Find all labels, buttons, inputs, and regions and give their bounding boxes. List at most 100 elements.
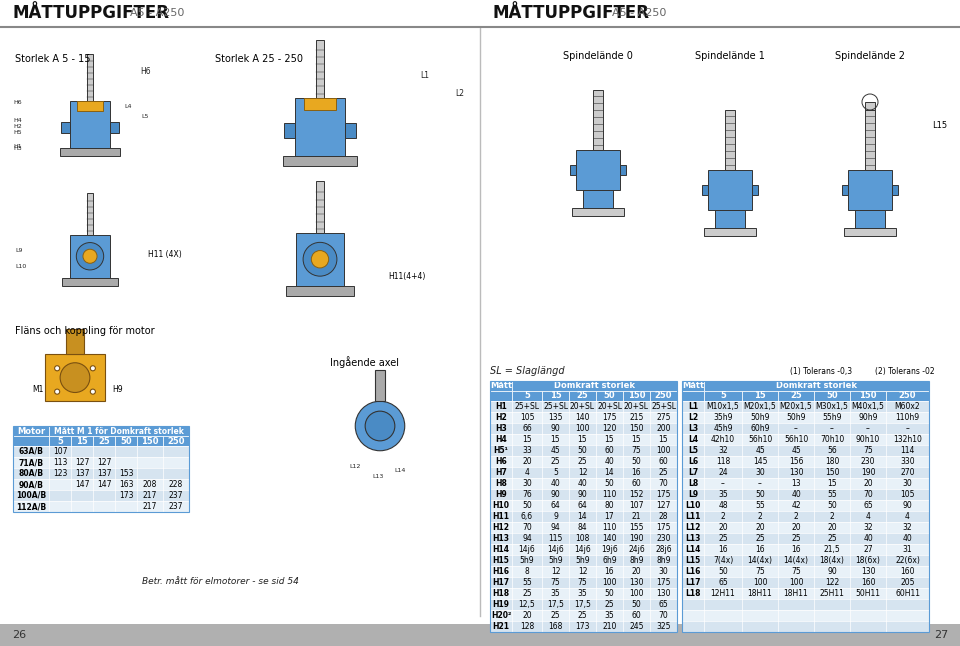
Text: 14(4x): 14(4x) bbox=[783, 556, 808, 565]
Text: 94: 94 bbox=[522, 534, 532, 543]
Text: 14(4x): 14(4x) bbox=[748, 556, 773, 565]
Text: 175: 175 bbox=[657, 490, 671, 499]
Text: 160: 160 bbox=[861, 578, 876, 587]
Bar bbox=[682, 423, 929, 434]
Bar bbox=[850, 391, 886, 401]
Text: 237: 237 bbox=[169, 502, 183, 511]
Text: 35: 35 bbox=[605, 611, 614, 620]
Bar bbox=[60, 147, 120, 156]
Text: 15: 15 bbox=[659, 435, 668, 444]
Text: 2: 2 bbox=[829, 512, 834, 521]
Bar bbox=[583, 190, 613, 208]
Text: 118: 118 bbox=[716, 457, 731, 466]
Text: 5h9: 5h9 bbox=[575, 556, 589, 565]
Bar bbox=[892, 185, 898, 195]
Text: 25: 25 bbox=[605, 600, 614, 609]
Bar bbox=[490, 401, 677, 412]
Text: M20x1,5: M20x1,5 bbox=[780, 402, 812, 411]
Text: 17: 17 bbox=[605, 512, 614, 521]
Text: 12: 12 bbox=[578, 567, 588, 576]
Bar bbox=[283, 156, 357, 166]
Bar bbox=[842, 185, 848, 195]
Text: 113: 113 bbox=[53, 458, 67, 467]
Text: L9: L9 bbox=[15, 249, 22, 253]
Text: 70: 70 bbox=[522, 523, 532, 532]
Text: 228: 228 bbox=[169, 480, 183, 489]
Text: 150: 150 bbox=[629, 424, 644, 433]
Text: 210: 210 bbox=[602, 622, 616, 631]
Text: –: – bbox=[830, 424, 834, 433]
Bar bbox=[682, 511, 929, 522]
Text: 15: 15 bbox=[522, 435, 532, 444]
Text: Spindelände 1: Spindelände 1 bbox=[695, 51, 765, 61]
Bar bbox=[623, 391, 650, 401]
Bar bbox=[715, 210, 745, 228]
Text: Mått: Mått bbox=[490, 382, 512, 390]
Text: 17,5: 17,5 bbox=[547, 600, 564, 609]
Text: 75: 75 bbox=[863, 446, 873, 455]
Text: 15: 15 bbox=[550, 391, 562, 401]
Circle shape bbox=[365, 411, 395, 441]
Bar bbox=[13, 436, 49, 446]
Text: 15: 15 bbox=[755, 391, 766, 401]
Text: 100: 100 bbox=[789, 578, 804, 587]
Text: 180: 180 bbox=[825, 457, 839, 466]
Text: 217: 217 bbox=[143, 491, 157, 500]
Text: 270: 270 bbox=[900, 468, 915, 477]
Text: 250: 250 bbox=[167, 437, 184, 446]
Text: 13: 13 bbox=[791, 479, 801, 488]
Bar bbox=[286, 286, 354, 296]
Text: 100: 100 bbox=[629, 589, 644, 598]
Text: 20: 20 bbox=[522, 611, 532, 620]
Text: 35: 35 bbox=[551, 589, 561, 598]
Circle shape bbox=[55, 389, 60, 394]
Text: 22(6x): 22(6x) bbox=[895, 556, 920, 565]
Text: 127: 127 bbox=[657, 501, 671, 510]
Text: 63A/B: 63A/B bbox=[18, 447, 43, 456]
Text: 20: 20 bbox=[791, 523, 801, 532]
Text: H12: H12 bbox=[492, 523, 510, 532]
Text: 4: 4 bbox=[866, 512, 871, 521]
Text: M60x2: M60x2 bbox=[895, 402, 921, 411]
Bar bbox=[490, 445, 677, 456]
Text: L6: L6 bbox=[688, 457, 698, 466]
Text: H9: H9 bbox=[495, 490, 507, 499]
Bar bbox=[49, 426, 189, 436]
Text: 156: 156 bbox=[789, 457, 804, 466]
Text: 24: 24 bbox=[718, 468, 728, 477]
Text: SL = Slaglängd: SL = Slaglängd bbox=[490, 366, 564, 376]
Text: 25: 25 bbox=[791, 534, 801, 543]
Bar bbox=[865, 110, 875, 170]
Text: Storlek A 5 - 15: Storlek A 5 - 15 bbox=[15, 54, 90, 64]
Text: 175: 175 bbox=[657, 523, 671, 532]
Text: 20: 20 bbox=[863, 479, 873, 488]
Bar bbox=[542, 391, 569, 401]
Text: 110h9: 110h9 bbox=[896, 413, 920, 422]
Bar bbox=[490, 500, 677, 511]
Bar bbox=[682, 381, 929, 632]
Text: H11 (4X): H11 (4X) bbox=[148, 249, 181, 258]
Text: L17: L17 bbox=[685, 578, 701, 587]
Text: 2: 2 bbox=[721, 512, 726, 521]
Text: 25: 25 bbox=[828, 534, 837, 543]
Text: 108: 108 bbox=[575, 534, 589, 543]
Text: –: – bbox=[721, 479, 725, 488]
Text: 330: 330 bbox=[900, 457, 915, 466]
Bar bbox=[490, 621, 677, 632]
Text: H9: H9 bbox=[112, 384, 123, 393]
Text: H15: H15 bbox=[492, 556, 510, 565]
Text: H4: H4 bbox=[495, 435, 507, 444]
Bar bbox=[316, 180, 324, 233]
Text: 25: 25 bbox=[756, 534, 765, 543]
Text: 50h9: 50h9 bbox=[751, 413, 770, 422]
Text: H3: H3 bbox=[13, 145, 22, 151]
Text: L7: L7 bbox=[688, 468, 698, 477]
Text: 6,6: 6,6 bbox=[521, 512, 533, 521]
Text: 175: 175 bbox=[602, 413, 616, 422]
Bar bbox=[137, 436, 163, 446]
Text: 2: 2 bbox=[794, 512, 799, 521]
Text: 25: 25 bbox=[578, 457, 588, 466]
Text: 25+SL: 25+SL bbox=[543, 402, 568, 411]
Text: H13: H13 bbox=[492, 534, 510, 543]
Text: 5: 5 bbox=[720, 391, 726, 401]
